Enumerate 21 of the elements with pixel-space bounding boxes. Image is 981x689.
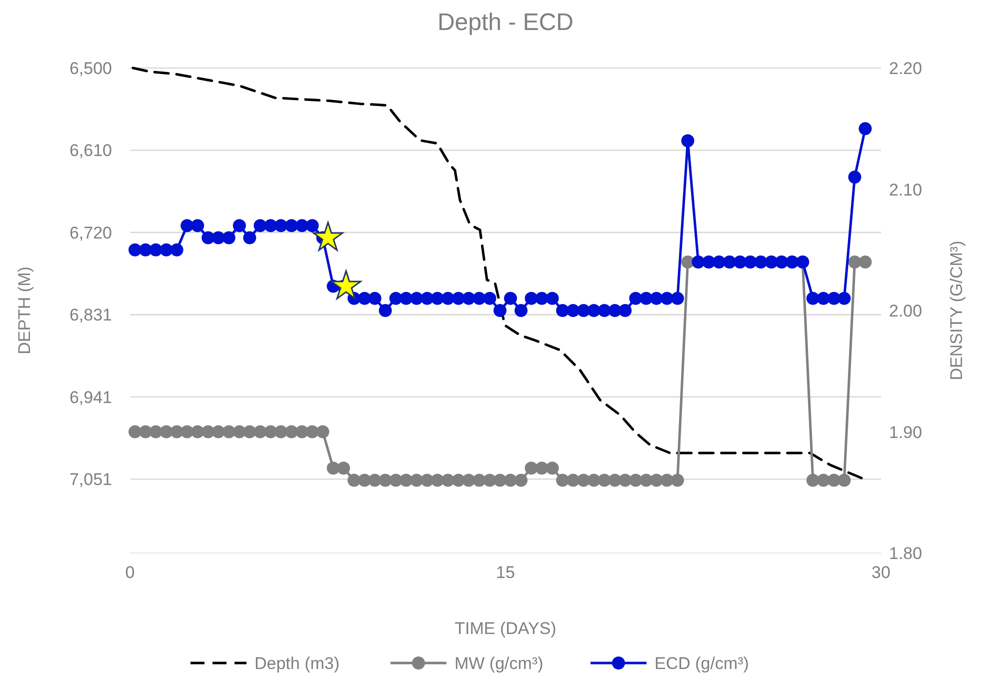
y2-tick-label: 2.20 — [889, 59, 922, 78]
y2-axis-title: DENSITY (G/CM³) — [947, 240, 966, 380]
legend-label: MW (g/cm³) — [454, 654, 544, 673]
y-axis-title: DEPTH (M) — [15, 266, 34, 354]
y2-tick-label: 2.00 — [889, 302, 922, 320]
chart-title: Depth - ECD — [437, 9, 574, 36]
y-tick-label: 6,941 — [69, 388, 112, 407]
x-tick-label: 30 — [872, 563, 890, 582]
y2-tick-label: 2.10 — [889, 180, 922, 200]
y2-tick-label: 1.80 — [889, 544, 922, 563]
legend-label: Depth (m3) — [254, 654, 340, 673]
legend-label: ECD (g/cm³) — [654, 654, 749, 673]
x-tick-label: 0 — [125, 563, 135, 582]
y-tick-label: 6,610 — [69, 141, 112, 160]
y-tick-label: 7,051 — [69, 470, 112, 490]
y2-tick-label: 1.90 — [889, 422, 922, 442]
x-tick-label: 15 — [496, 563, 515, 582]
y-tick-label: 6,720 — [69, 223, 112, 242]
x-axis-title: TIME (DAYS) — [454, 619, 556, 638]
y-tick-label: 6,831 — [69, 306, 112, 325]
y-tick-label: 6,500 — [69, 59, 112, 78]
